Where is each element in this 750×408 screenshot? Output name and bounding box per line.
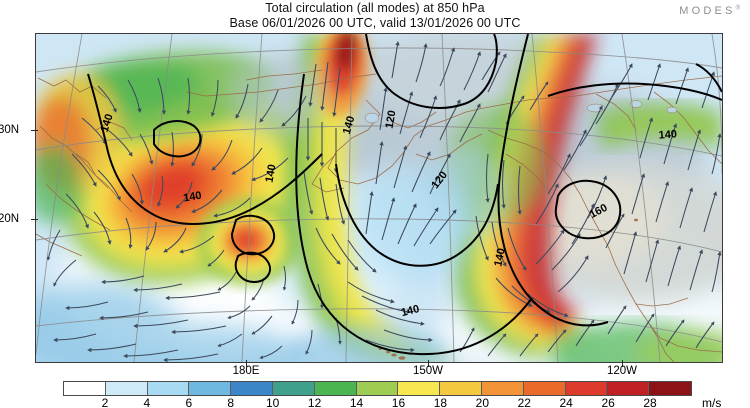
- lat-label-30n: 30N: [0, 124, 20, 136]
- colorbar-tick-label: 8: [227, 396, 235, 408]
- colorbar-segment: [523, 382, 566, 395]
- colorbar-segment: [398, 382, 441, 395]
- colorbar-tick-label: 6: [185, 396, 193, 408]
- svg-text:120: 120: [384, 109, 399, 129]
- lon-tick-150w: [428, 360, 430, 367]
- colorbar-tick-label: 2: [101, 396, 109, 408]
- islands: [378, 218, 638, 360]
- colorbar-segment: [481, 382, 524, 395]
- registered-mark-icon: ®: [735, 5, 740, 12]
- colorbar-tick-label: 16: [391, 396, 406, 408]
- colorbar-gradient: [63, 381, 692, 396]
- chart-subtitle: Base 06/01/2026 00 UTC, valid 13/01/2026…: [229, 15, 521, 30]
- colorbar-tick-label: 18: [433, 396, 448, 408]
- colorbar-tick-label: 28: [643, 396, 657, 408]
- svg-text:140: 140: [264, 163, 279, 183]
- colorbar-segment: [105, 382, 148, 395]
- colorbar-segment: [189, 382, 232, 395]
- colorbar-segment: [356, 382, 399, 395]
- colorbar-segment: [649, 382, 691, 395]
- colorbar-segment: [64, 382, 106, 395]
- colorbar-tick-label: 20: [475, 396, 489, 408]
- lat-tick-30n: [31, 130, 38, 132]
- chart-title-block: Total circulation (all modes) at 850 hPa…: [0, 1, 750, 30]
- svg-text:140: 140: [492, 247, 508, 267]
- modes-logo: MODES®: [679, 5, 740, 17]
- colorbar-tick-label: 14: [349, 396, 364, 408]
- map-plot-area: 140 140 140 140 120 120 140 140 140 160: [35, 33, 723, 363]
- colorbar-tick-label: 10: [265, 396, 280, 408]
- lon-tick-180e: [246, 360, 248, 367]
- page-title: Total circulation (all modes) at 850 hPa: [265, 1, 485, 15]
- colorbar-segment: [607, 382, 650, 395]
- lon-label-150w: 150W: [412, 365, 444, 377]
- lon-tick-120w: [622, 360, 624, 367]
- colorbar-tick-label: 24: [559, 396, 573, 408]
- colorbar-segment: [565, 382, 608, 395]
- colorbar-tick-label: 26: [601, 396, 615, 408]
- lon-label-120w: 120W: [606, 365, 638, 377]
- svg-text:140: 140: [99, 112, 116, 133]
- colorbar-segment: [272, 382, 315, 395]
- brand-name: MODES: [679, 5, 736, 17]
- svg-text:140: 140: [182, 190, 202, 205]
- svg-text:140: 140: [658, 128, 677, 141]
- geopotential-contours: [87, 34, 722, 356]
- colorbar-tick-label: 12: [307, 396, 322, 408]
- weather-map: 140 140 140 140 120 120 140 140 140 160: [36, 34, 722, 362]
- lat-label-20n: 20N: [0, 213, 20, 225]
- svg-text:140: 140: [400, 303, 421, 319]
- colorbar-legend: m/s 2 4 6 8 10 12 14 16 18 20 22 24 26 28: [0, 380, 750, 408]
- svg-text:140: 140: [341, 115, 358, 136]
- colorbar-segment: [147, 382, 190, 395]
- colorbar-segment: [440, 382, 482, 395]
- colorbar-tick-label: 22: [517, 396, 531, 408]
- lat-tick-20n: [31, 219, 38, 221]
- colorbar-tick-label: 4: [143, 396, 151, 408]
- colorbar-unit-label: m/s: [702, 396, 722, 408]
- colorbar-segment: [231, 382, 273, 395]
- colorbar-segment: [314, 382, 357, 395]
- lon-label-180e: 180E: [232, 365, 260, 377]
